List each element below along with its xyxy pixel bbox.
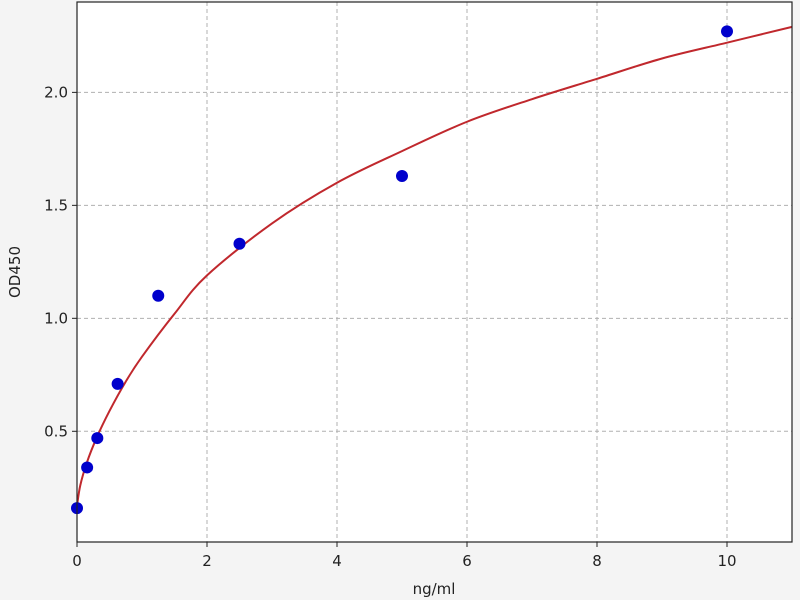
plot-frame	[76, 1, 793, 543]
x-axis-label: ng/ml	[413, 580, 456, 598]
plot-area	[77, 2, 792, 542]
ticks: 0 2 4 6 8 10 0.5 1.0 1.5 2.0	[44, 83, 736, 570]
x-tick-label: 8	[592, 552, 602, 570]
y-tick-label: 1.0	[44, 309, 68, 327]
data-point	[721, 25, 733, 38]
data-points	[71, 25, 733, 515]
x-tick-label: 2	[202, 552, 212, 570]
y-axis-label: OD450	[6, 246, 24, 298]
x-tick-label: 10	[717, 552, 736, 570]
x-tick-label: 6	[462, 552, 472, 570]
data-point	[396, 169, 408, 182]
x-tick-label: 0	[72, 552, 82, 570]
grid	[77, 2, 792, 542]
y-tick-label: 1.5	[44, 196, 68, 214]
data-point	[81, 461, 94, 474]
data-point	[91, 432, 104, 445]
data-point	[152, 289, 165, 302]
data-point	[111, 377, 124, 390]
data-point	[233, 237, 246, 250]
y-tick-label: 2.0	[44, 83, 68, 101]
y-tick-label: 0.5	[44, 422, 68, 440]
x-tick-label: 4	[332, 552, 342, 570]
